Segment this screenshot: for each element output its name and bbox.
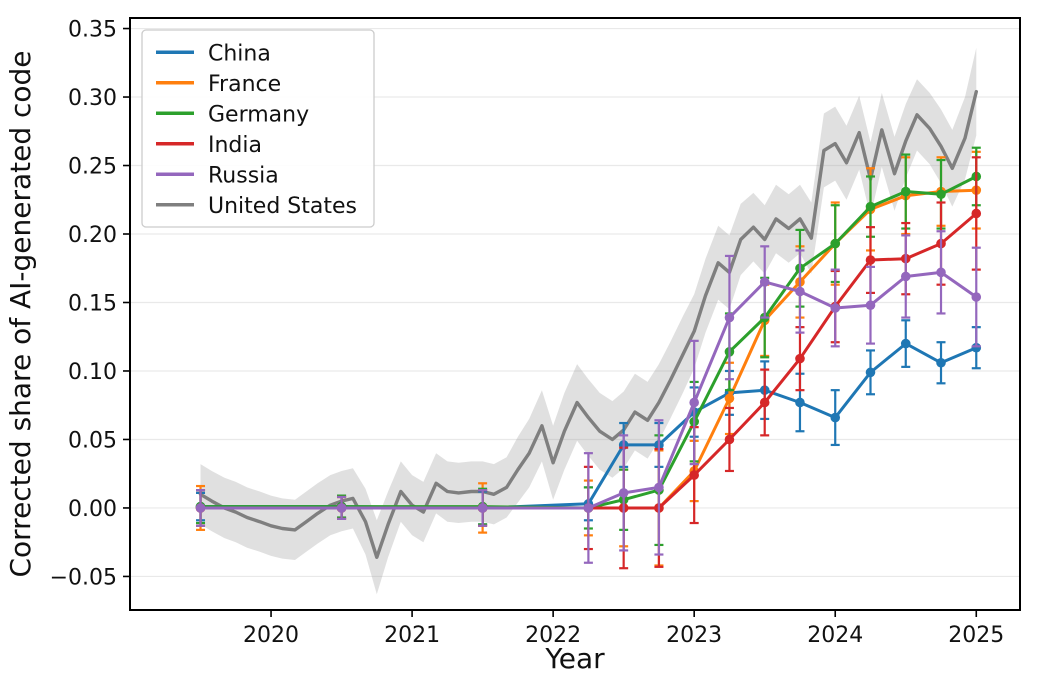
y-tick-label: 0.25	[68, 155, 117, 180]
data-point-russia	[654, 482, 664, 493]
data-point-china	[865, 367, 876, 378]
y-tick-label: 0.10	[68, 360, 117, 385]
data-point-germany	[830, 238, 841, 249]
legend-box	[141, 29, 375, 228]
data-point-russia	[618, 488, 629, 498]
data-point-germany	[865, 201, 876, 212]
data-point-india	[724, 434, 735, 445]
y-tick-label: 0.30	[68, 86, 117, 111]
legend-label-germany: Germany	[208, 102, 309, 127]
data-point-russia	[724, 312, 735, 323]
x-tick-label: 2025	[948, 623, 1004, 648]
data-point-germany	[900, 186, 911, 197]
x-tick-label: 2020	[243, 623, 299, 648]
data-point-russia	[195, 503, 206, 513]
y-tick-label: 0.05	[68, 428, 117, 453]
x-tick-label: 2022	[525, 623, 581, 648]
legend-label-russia: Russia	[208, 163, 279, 188]
data-point-russia	[759, 277, 770, 287]
legend-label-united-states: United States	[208, 194, 357, 219]
data-point-russia	[583, 503, 594, 513]
x-tick-label: 2021	[384, 623, 440, 648]
y-axis-label: Corrected share of AI-generated code	[4, 50, 37, 577]
legend-label-china: China	[208, 41, 271, 66]
legend: China France Germany India Russia United Stat…	[141, 29, 375, 228]
data-point-russia	[971, 292, 982, 302]
data-point-india	[759, 397, 770, 408]
axes-layer: 2020 2021 2022 2023 2024 2025 −0.05 0.00 0.05 0.1…	[50, 17, 1021, 648]
series-russia	[195, 230, 982, 564]
y-tick-label: 0.35	[68, 18, 117, 43]
data-point-russia	[936, 267, 946, 278]
data-point-russia	[795, 286, 805, 297]
legend-label-india: India	[208, 133, 262, 158]
data-point-france	[724, 393, 735, 404]
plot-border	[129, 17, 1021, 611]
data-point-russia	[900, 271, 911, 282]
data-point-china	[795, 397, 805, 408]
x-axis-label: Year	[544, 642, 605, 675]
y-tick-label: 0.15	[68, 291, 117, 316]
data-point-india	[971, 208, 982, 219]
data-point-china	[900, 338, 911, 349]
data-point-russia	[865, 300, 876, 311]
x-tick-label: 2023	[666, 623, 722, 648]
us-confidence-band	[200, 47, 977, 595]
y-tick-label: −0.05	[50, 565, 117, 590]
data-point-china	[936, 357, 946, 368]
y-tick-label: 0.00	[68, 497, 117, 522]
data-point-india	[865, 255, 876, 265]
data-point-russia	[477, 503, 488, 513]
x-tick-label: 2024	[807, 623, 863, 648]
data-point-india	[689, 470, 699, 480]
y-tick-label: 0.20	[68, 223, 117, 248]
data-point-russia	[689, 397, 699, 408]
data-point-india	[795, 353, 805, 364]
data-point-china	[830, 412, 841, 423]
data-point-russia	[336, 503, 347, 513]
legend-label-france: France	[208, 72, 281, 97]
data-point-russia	[830, 303, 841, 313]
plot-layer	[195, 47, 982, 595]
data-point-germany	[936, 189, 946, 200]
